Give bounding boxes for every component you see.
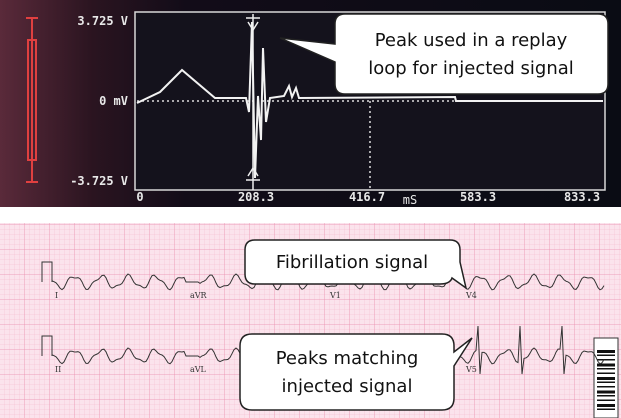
- lead-label: aVL: [190, 365, 207, 374]
- lead-label: V5: [465, 365, 477, 374]
- barcode-bar: [597, 386, 615, 388]
- y-label: -3.725 V: [70, 174, 128, 188]
- barcode-bar: [597, 377, 615, 380]
- barcode-bar: [597, 363, 615, 367]
- lead-label: aVR: [190, 291, 208, 300]
- waveform: [136, 21, 603, 179]
- range-marker: [26, 17, 38, 183]
- x-label: 583.3: [460, 190, 496, 204]
- x-label: 208.3: [238, 190, 274, 204]
- ecg-panel: I aVR V1 V4 II aVL V5 Fibrillation signa…: [0, 223, 621, 418]
- scope-panel: 3.725 V 0 mV -3.725 V 0 208.3 416.7 mS 5…: [0, 0, 621, 207]
- barcode-bar: [597, 399, 615, 401]
- x-label: 0: [136, 190, 143, 204]
- callout: Peaks matching injected signal: [239, 333, 473, 411]
- barcode: [597, 350, 615, 410]
- barcode-bar: [597, 354, 615, 356]
- barcode-bar: [597, 368, 615, 370]
- x-label: 833.3: [564, 190, 600, 204]
- callout-text: injected signal: [282, 376, 413, 397]
- y-label: 3.725 V: [77, 14, 128, 28]
- barcode-bar: [597, 390, 615, 394]
- y-label: 0 mV: [99, 94, 128, 108]
- lead-label: I: [55, 291, 58, 300]
- callout-text: Peak used in a replay: [375, 30, 568, 51]
- x-unit: mS: [403, 193, 417, 207]
- lead-label: V4: [465, 291, 477, 300]
- barcode-bar: [597, 372, 615, 374]
- callout-text: Fibrillation signal: [276, 252, 428, 273]
- barcode-bar: [597, 359, 615, 361]
- callout: Fibrillation signal: [244, 239, 468, 290]
- barcode-bar: [597, 381, 615, 383]
- x-label: 416.7: [349, 190, 385, 204]
- lead-label: II: [55, 365, 61, 374]
- barcode-bar: [597, 408, 615, 410]
- callout-text: loop for injected signal: [368, 58, 574, 79]
- barcode-bar: [597, 404, 615, 407]
- callout-text: Peaks matching: [276, 348, 419, 369]
- lead-label: V1: [329, 291, 341, 300]
- barcode-bar: [597, 395, 615, 397]
- callout: Peak used in a replay loop for injected …: [279, 13, 609, 95]
- barcode-bar: [597, 350, 615, 353]
